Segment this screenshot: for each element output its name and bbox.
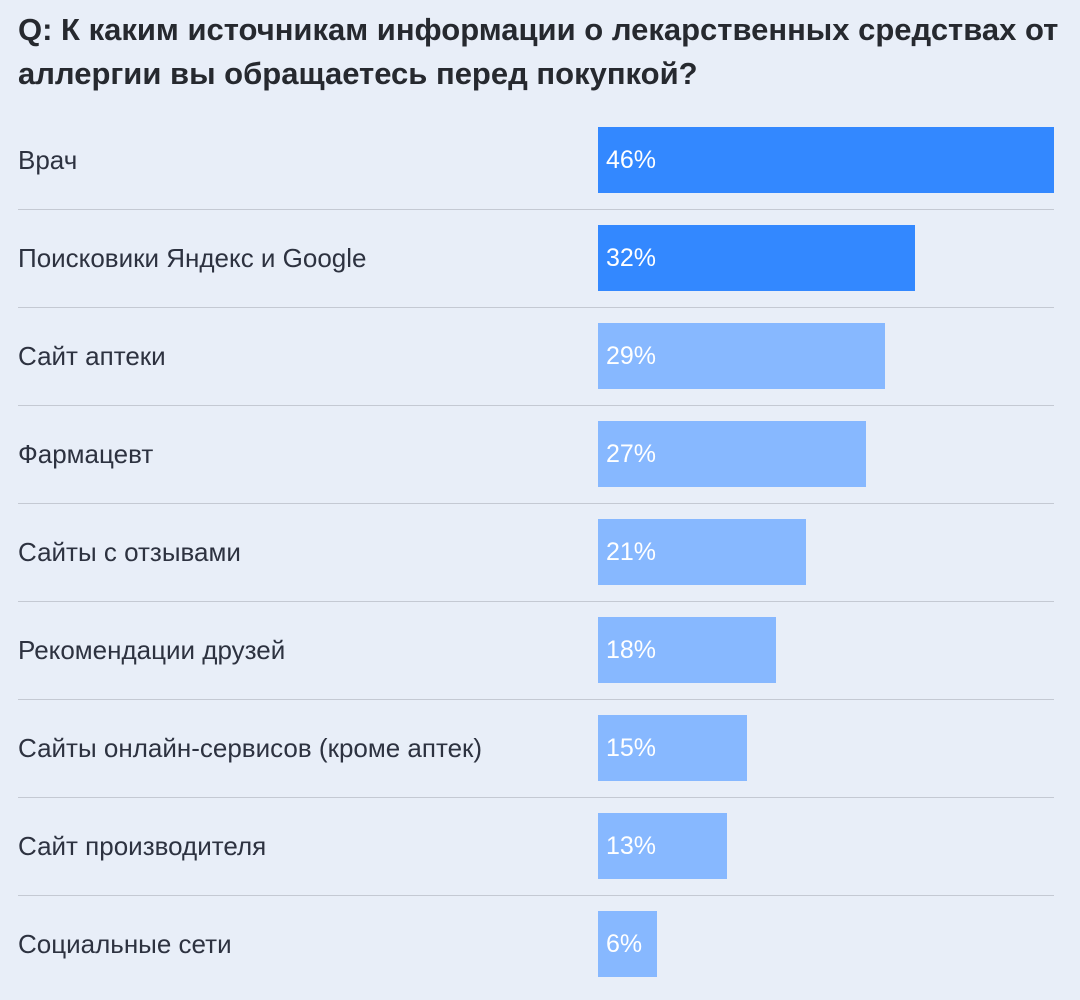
bar-row: Сайты с отзывами 21% (0, 519, 1080, 585)
bar-row: Сайты онлайн-сервисов (кроме аптек) 15% (0, 715, 1080, 781)
bar (598, 127, 1054, 193)
category-label: Врач (18, 145, 78, 175)
category-label: Сайты с отзывами (18, 537, 241, 567)
row-divider (18, 503, 1054, 504)
bar-value-label: 6% (606, 930, 643, 958)
row-divider (18, 895, 1054, 896)
bar-value-label: 18% (606, 636, 657, 664)
row-divider (18, 797, 1054, 798)
bar-row: Поисковики Яндекс и Google 32% (0, 225, 1080, 291)
bar-value-label: 27% (606, 440, 657, 468)
bar-value-label: 21% (606, 538, 657, 566)
bar-value-label: 32% (606, 244, 657, 272)
bar-value-label: 46% (606, 146, 657, 174)
category-label: Социальные сети (18, 929, 232, 959)
category-label: Рекомендации друзей (18, 635, 286, 665)
bar (598, 323, 885, 389)
bar-value-label: 29% (606, 342, 657, 370)
chart-title: Q: К каким источникам информации о лекар… (18, 12, 1059, 91)
category-label: Сайт производителя (18, 831, 267, 861)
bar-value-label: 15% (606, 734, 657, 762)
bar (598, 617, 776, 683)
bar-value-label: 13% (606, 832, 657, 860)
bar-chart: Врач 46% Поисковики Яндекс и Google 32% Сайт… (0, 127, 1080, 1000)
category-label: Фармацевт (18, 439, 154, 469)
bar-row: Социальные сети 6% (0, 911, 1080, 977)
bar-row: Сайт аптеки 29% (0, 323, 1080, 389)
category-label: Сайты онлайн-сервисов (кроме аптек) (18, 733, 483, 763)
category-label: Поисковики Яндекс и Google (18, 243, 367, 273)
row-divider (18, 307, 1054, 308)
bar (598, 715, 747, 781)
bar-row: Фармацевт 27% (0, 421, 1080, 487)
bar-row: Рекомендации друзей 18% (0, 617, 1080, 683)
row-divider (18, 699, 1054, 700)
row-divider (18, 209, 1054, 210)
bar (598, 225, 915, 291)
bar (598, 911, 657, 977)
bar-row: Сайт производителя 13% (0, 813, 1080, 879)
row-divider (18, 405, 1054, 406)
bar (598, 813, 727, 879)
row-divider (18, 601, 1054, 602)
category-label: Сайт аптеки (18, 341, 166, 371)
bar (598, 519, 806, 585)
bar (598, 421, 866, 487)
bar-row: Врач 46% (0, 127, 1080, 193)
